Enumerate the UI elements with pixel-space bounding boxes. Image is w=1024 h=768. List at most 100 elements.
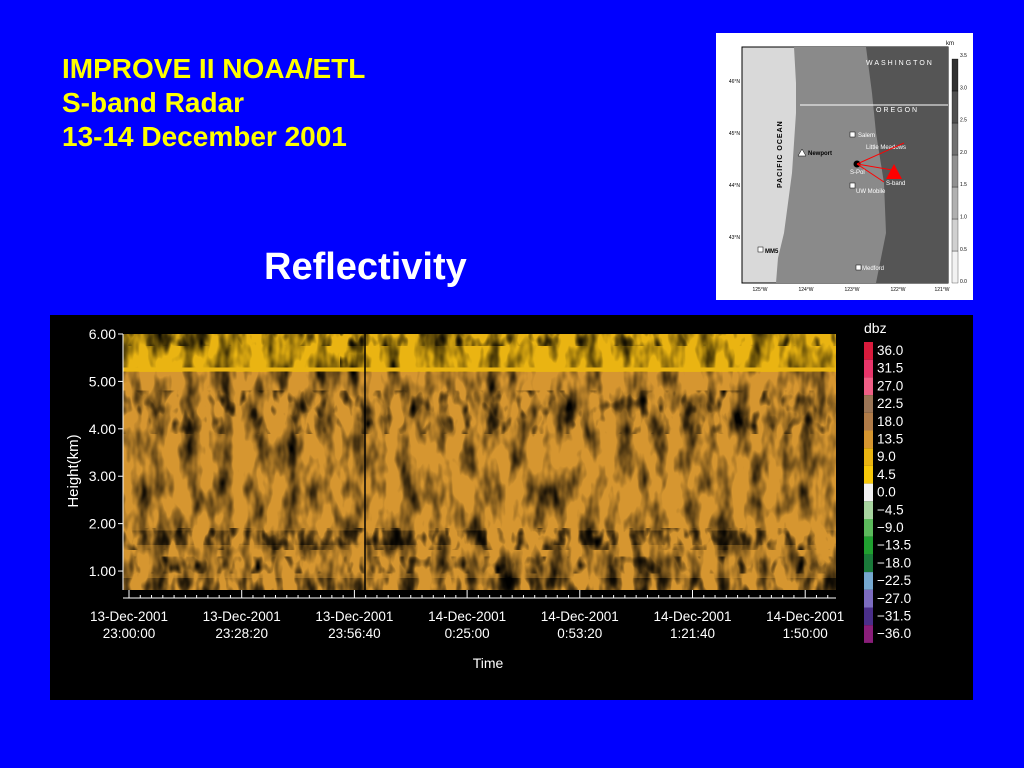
title-line-3: 13-14 December 2001 [62,121,347,152]
map-place-medford: Medford [862,266,884,272]
reflectivity-chart: 6.00 5.00 4.00 3.00 2.00 1.00 13-Dec-2001 23:0… [65,320,911,671]
colorbar-swatch [864,483,873,502]
colorbar-swatch [864,554,873,573]
map-label-pacific: PACIFIC OCEAN [777,120,784,188]
colorbar-swatch [864,465,873,484]
colorbar-swatch [864,377,873,396]
x-tick-date: 14-Dec-2001 [428,609,506,624]
x-tick-time: 0:25:00 [445,626,490,641]
field-layer-upper [123,390,836,434]
map-scale-swatch [951,90,959,124]
colorbar-label: 13.5 [877,432,903,447]
map-place-s-band: S-band [886,181,905,187]
map-line-2 [856,163,893,171]
colorbar-swatch [864,448,873,466]
map-line-3 [856,163,885,183]
map-place-s-pol: S-Pol [850,170,865,176]
slide-subtitle: Reflectivity [264,246,467,288]
marker-mm5 [757,246,764,253]
bright-band-core [123,530,836,545]
slide-title: IMPROVE II NOAA/ETL S-band Radar 13-14 D… [62,52,365,154]
colorbar-label: 9.0 [877,449,896,464]
map-lon-123: 123°W [844,287,859,293]
map-lon-121: 121°W [934,287,949,293]
map-scale-label: 2.5 [960,118,967,124]
near-surface [123,578,836,590]
x-tick-time: 0:53:20 [557,626,602,641]
colorbar-swatch [864,536,873,555]
marker-newport [797,148,807,157]
x-tick-time: 23:56:40 [328,626,381,641]
x-tick-time: 23:00:00 [103,626,156,641]
map-scale-label: 1.5 [960,182,967,188]
map-place-uw-mobile: UW Mobile [856,189,886,195]
map-lat-46: 46°N [729,79,741,85]
reflectivity-plot: 6.00 5.00 4.00 3.00 2.00 1.00 13-Dec-2001 23:0… [50,315,973,700]
map-scale-label: 2.0 [960,150,967,156]
y-tick-label: 3.00 [89,468,116,484]
map-scale-swatch [951,250,959,284]
x-tick-time: 23:28:20 [215,626,268,641]
map-lon-122: 122°W [890,287,905,293]
map-cascades [866,47,948,283]
map-place-salem: Salem [858,133,875,139]
colorbar-label: −36.0 [877,626,911,641]
colorbar-swatch [864,342,873,360]
field-layer-lower [123,556,836,574]
map-place-little-meadows: Little Meadows [866,145,906,151]
map-scale-label: 0.0 [960,279,967,285]
title-line-2: S-band Radar [62,87,245,118]
colorbar-swatch [864,412,873,431]
colorbar-label: 36.0 [877,343,903,358]
y-axis-label: Height(km) [65,434,82,507]
marker-medford [855,264,862,271]
colorbar-swatch [864,395,873,413]
x-axis-label: Time [473,655,504,671]
map-scale-swatch [951,186,959,220]
map-scale-swatch [951,58,959,92]
colorbar-title: dbz [864,320,887,336]
colorbar: 36.0 31.5 27.0 22.5 18.0 13.5 9.0 4.5 0.0 −4.5 −9.… [864,342,911,643]
y-tick-label: 6.00 [89,326,116,342]
location-map-svg: WASHINGTON OREGON PACIFIC OCEAN 46°N 45°… [729,41,967,293]
colorbar-label: 22.5 [877,396,903,411]
colorbar-label: −22.5 [877,573,911,588]
map-lon-125: 125°W [752,287,767,293]
map-scale-label: 3.0 [960,85,967,91]
y-tick-label: 4.00 [89,421,116,437]
map-place-newport: Newport [808,151,832,157]
colorbar-label: −4.5 [877,502,904,517]
colorbar-swatch [864,359,873,378]
colorbar-label: −18.0 [877,555,911,570]
colorbar-label: 27.0 [877,378,903,393]
x-axis: 13-Dec-2001 23:00:00 13-Dec-2001 23:28:20 13… [90,590,844,641]
echo-top-weak [123,334,836,346]
x-tick-date: 14-Dec-2001 [541,609,619,624]
x-tick-date: 14-Dec-2001 [653,609,731,624]
y-axis: 6.00 5.00 4.00 3.00 2.00 1.00 [89,326,124,590]
heatmap-field [123,334,836,590]
x-tick-date: 14-Dec-2001 [766,609,844,624]
colorbar-label: −31.5 [877,609,911,624]
x-tick-time: 1:50:00 [783,626,828,641]
colorbar-swatch [864,607,873,626]
colorbar-swatch [864,625,873,643]
map-lon-124: 124°W [798,287,813,293]
map-scale-swatch [951,218,959,252]
colorbar-label: 0.0 [877,485,896,500]
colorbar-label: −27.0 [877,591,911,606]
colorbar-swatch [864,501,873,519]
map-label-oregon: OREGON [876,107,919,114]
colorbar-label: 31.5 [877,361,903,376]
colorbar-label: −9.0 [877,520,904,535]
x-tick-date: 13-Dec-2001 [203,609,281,624]
map-label-washington: WASHINGTON [866,60,934,67]
map-lat-45: 45°N [729,131,741,137]
colorbar-swatch [864,572,873,590]
map-place-mm5: MM5 [765,249,779,255]
map-scale-swatch [951,154,959,188]
y-tick-label: 2.00 [89,516,116,532]
x-tick-time: 1:21:40 [670,626,715,641]
map-scale-swatch [951,122,959,156]
x-tick-date: 13-Dec-2001 [315,609,393,624]
